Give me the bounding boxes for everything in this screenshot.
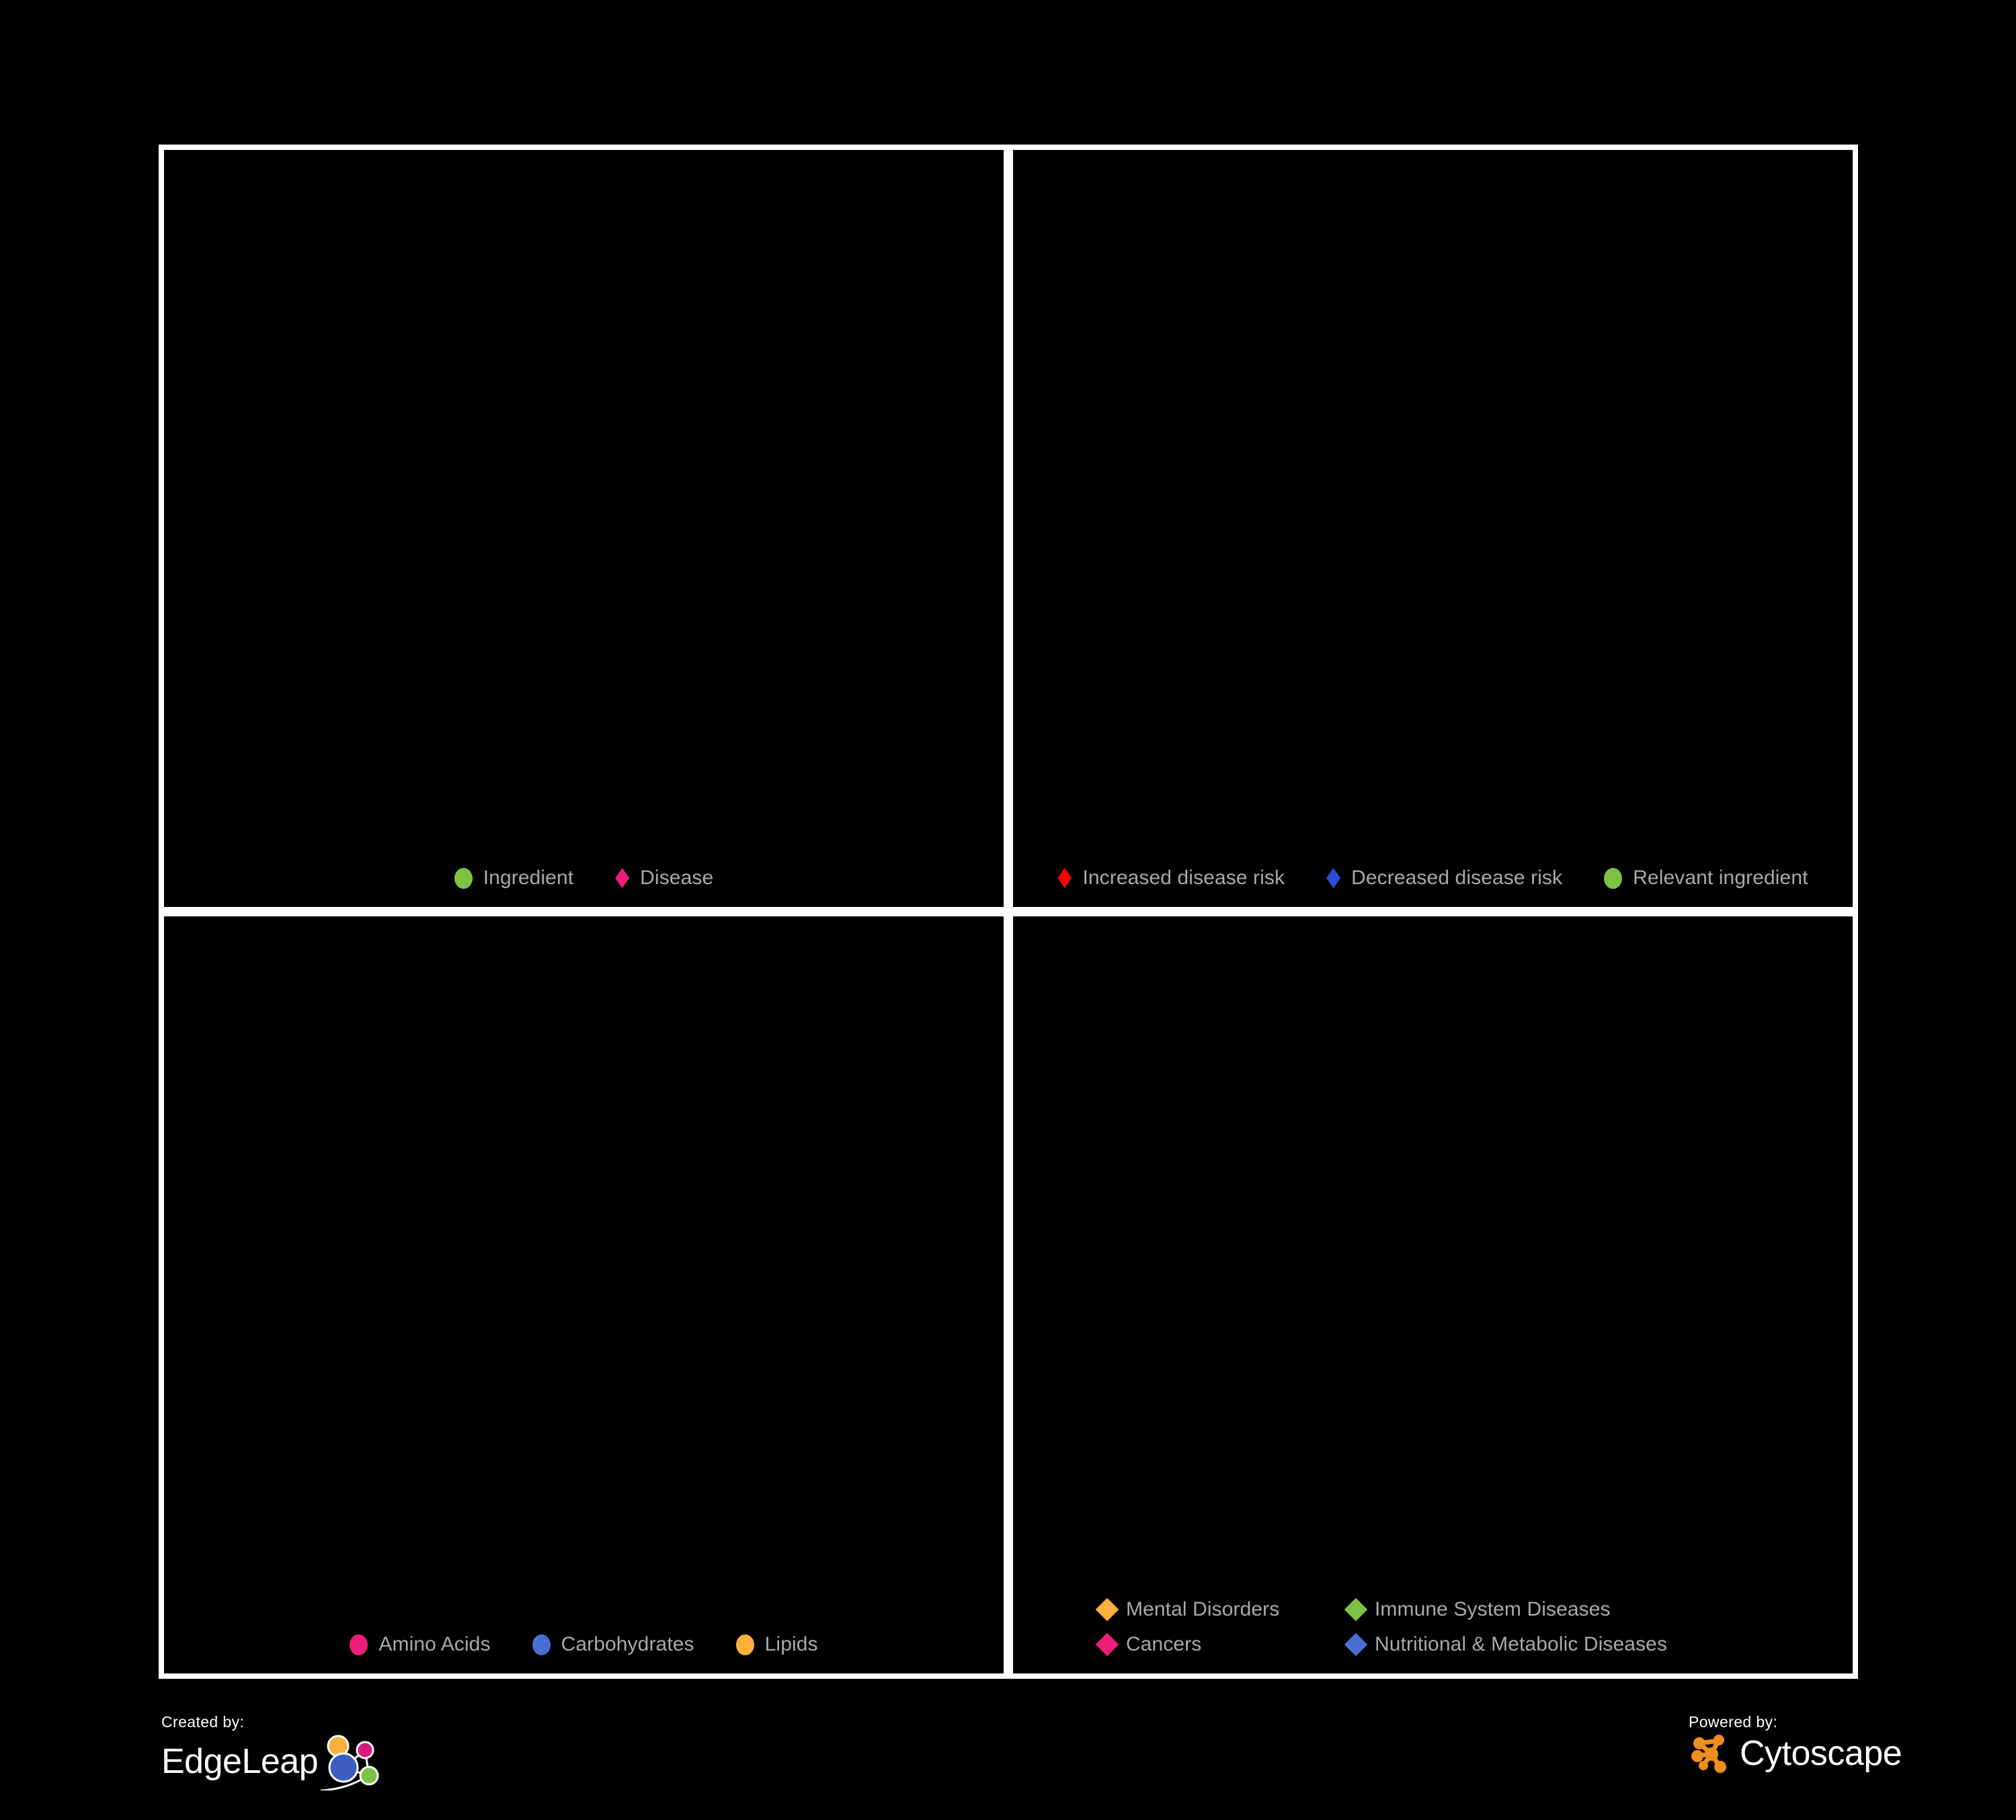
panel-nutrient-class-network[interactable]: Amino Acids Carbohydrates Lipids [164,916,1004,1673]
panel-disease-risk-network[interactable]: Increased disease risk Decreased disease… [1013,150,1853,907]
legend-label-relevant-ingredient: Relevant ingredient [1633,867,1808,889]
legend-item-disease[interactable]: Disease [615,867,713,889]
legend-label-amino-acids: Amino Acids [378,1633,491,1655]
edgeleap-row: EdgeLeap [161,1733,395,1790]
legend-item-cancers[interactable]: Cancers [1095,1632,1348,1657]
created-by-branding[interactable]: Created by: EdgeLeap [161,1713,395,1790]
network-canvas-1[interactable] [164,150,1004,907]
legend-label-increased-risk: Increased disease risk [1082,867,1285,889]
panel-ingredient-disease-network[interactable]: Ingredient Disease [164,150,1004,907]
powered-by-kicker: Powered by: [1689,1713,1778,1731]
legend-label-decreased-risk: Decreased disease risk [1351,867,1563,889]
lipids-swatch-icon [735,1634,754,1655]
powered-by-branding[interactable]: Powered by: [1689,1713,1902,1774]
edgeleap-wordmark: EdgeLeap [161,1742,319,1781]
legend-item-carbohydrates[interactable]: Carbohydrates [532,1633,694,1656]
network-canvas-2[interactable] [1013,150,1853,907]
legend-item-relevant-ingredient[interactable]: Relevant ingredient [1604,867,1808,889]
immune-system-diseases-swatch-icon [1344,1597,1368,1622]
legend-panel-1: Ingredient Disease [164,867,1004,889]
legend-label-lipids: Lipids [764,1633,818,1655]
network-canvas-3[interactable] [164,916,1004,1673]
disease-swatch-icon [615,868,630,888]
nutritional-metabolic-diseases-swatch-icon [1344,1632,1368,1657]
figure-frame: Ingredient Disease Increased disease ris… [159,145,1858,1679]
legend-panel-4: Mental Disorders Immune System Diseases … [1013,1597,1853,1657]
legend-label-immune-system-diseases: Immune System Diseases [1375,1598,1611,1620]
created-by-kicker: Created by: [161,1713,245,1731]
legend-panel-3: Amino Acids Carbohydrates Lipids [164,1633,1004,1656]
legend-item-lipids[interactable]: Lipids [735,1633,818,1656]
legend-item-mental-disorders[interactable]: Mental Disorders [1095,1597,1348,1622]
legend-label-nutritional-metabolic-diseases: Nutritional & Metabolic Diseases [1375,1633,1668,1655]
decreased-risk-swatch-icon [1326,868,1341,888]
panel-grid: Ingredient Disease Increased disease ris… [159,145,1858,1679]
legend-item-increased-risk[interactable]: Increased disease risk [1057,867,1285,889]
legend-panel-2: Increased disease risk Decreased disease… [1013,867,1853,889]
cytoscape-wordmark: Cytoscape [1740,1734,1902,1773]
ingredient-swatch-icon [454,867,473,889]
legend-label-disease: Disease [640,867,714,889]
edgeleap-logo-icon [321,1735,379,1790]
legend-label-ingredient: Ingredient [483,867,574,889]
mental-disorders-swatch-icon [1095,1597,1119,1622]
cytoscape-logo-icon [1691,1735,1726,1773]
edgeleap-stack: Created by: EdgeLeap [161,1713,395,1790]
legend-item-decreased-risk[interactable]: Decreased disease risk [1326,867,1562,889]
legend-item-nutritional-metabolic-diseases[interactable]: Nutritional & Metabolic Diseases [1344,1632,1667,1657]
legend-item-amino-acids[interactable]: Amino Acids [350,1633,490,1656]
cancers-swatch-icon [1095,1632,1119,1657]
relevant-ingredient-swatch-icon [1604,867,1623,889]
panel-disease-category-network[interactable]: Mental Disorders Immune System Diseases … [1013,916,1853,1673]
cytoscape-row: Cytoscape [1689,1733,1902,1774]
legend-item-immune-system-diseases[interactable]: Immune System Diseases [1344,1597,1611,1622]
legend-label-carbohydrates: Carbohydrates [561,1633,694,1655]
amino-acids-swatch-icon [350,1634,368,1655]
increased-risk-swatch-icon [1057,868,1072,888]
legend-item-ingredient[interactable]: Ingredient [454,867,573,889]
cytoscape-stack: Powered by: [1689,1713,1902,1774]
network-canvas-4[interactable] [1013,916,1853,1673]
legend-label-mental-disorders: Mental Disorders [1126,1598,1280,1620]
legend-label-cancers: Cancers [1126,1633,1202,1655]
carbohydrates-swatch-icon [532,1634,551,1655]
